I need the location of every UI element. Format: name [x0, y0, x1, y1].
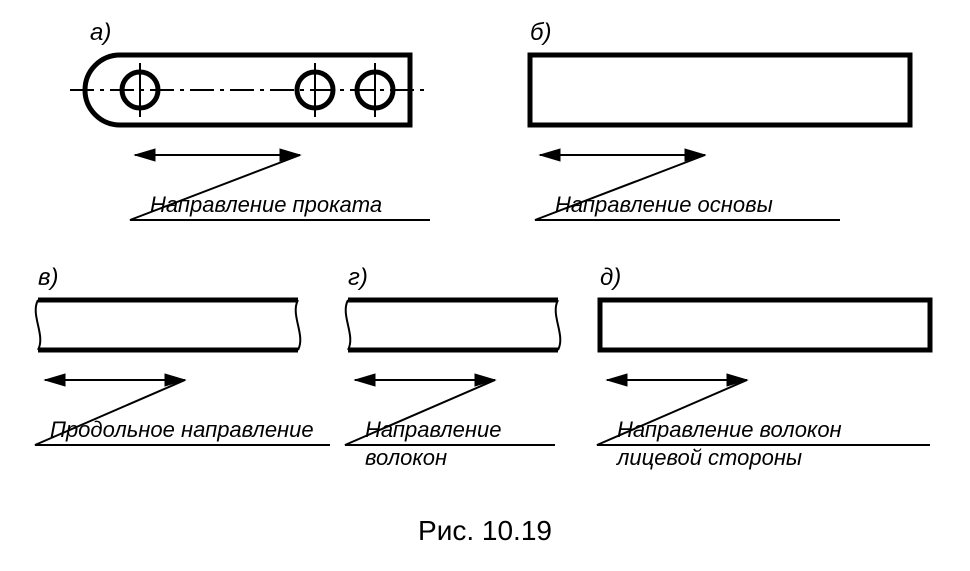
panel-v-shape — [36, 300, 301, 350]
panel-g-shape — [346, 300, 561, 350]
panel-a-arrow — [135, 149, 300, 161]
panel-b-shape — [530, 55, 910, 125]
panel-d-arrow — [607, 374, 747, 386]
panel-v-label: Продольное направление — [50, 417, 314, 442]
panel-b-label: Направление основы — [555, 192, 773, 217]
panel-v-letter: в) — [38, 264, 59, 291]
panel-d-label1: Направление волокон — [617, 417, 842, 442]
figure-svg: а) Направление проката б) Н — [0, 0, 970, 566]
panel-g-label2: волокон — [365, 445, 447, 470]
panel-b-arrow — [540, 149, 705, 161]
panel-a-shape — [70, 55, 430, 125]
panel-d-label2: лицевой стороны — [615, 445, 802, 470]
figure-caption: Рис. 10.19 — [418, 515, 552, 546]
panel-d-shape — [600, 300, 930, 350]
panel-g-label1: Направление — [365, 417, 501, 442]
panel-d-letter: д) — [600, 264, 621, 291]
panel-a-label: Направление проката — [150, 192, 382, 217]
panel-b-letter: б) — [530, 19, 552, 46]
panel-v-arrow — [45, 374, 185, 386]
panel-a-letter: а) — [90, 19, 111, 46]
panel-g-letter: г) — [348, 264, 368, 291]
panel-g-arrow — [355, 374, 495, 386]
